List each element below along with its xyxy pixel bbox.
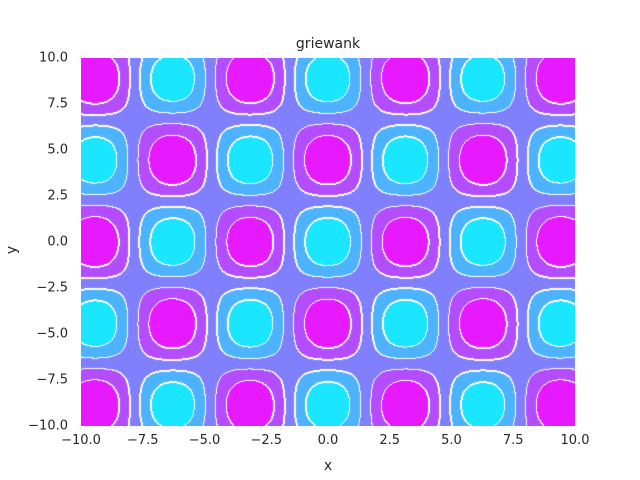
x-tick-label: 0.0	[317, 433, 339, 448]
y-tick-label: 0.0	[47, 234, 68, 250]
y-axis-label: y	[4, 245, 21, 255]
x-tick-label: −5.0	[188, 433, 221, 448]
chart-title: griewank	[295, 36, 361, 52]
y-tick-label: −5.0	[36, 326, 68, 342]
y-tick-label: 5.0	[47, 142, 68, 158]
contour-plot-area	[81, 58, 575, 426]
x-tick-label: −7.5	[126, 433, 159, 448]
x-tick-label: 7.5	[502, 433, 524, 448]
x-tick-label: −10.0	[61, 433, 101, 448]
y-tick-label: −10.0	[28, 418, 68, 434]
x-tick-label: 5.0	[441, 433, 462, 448]
x-axis-label: x	[323, 458, 333, 474]
y-tick-label: −2.5	[36, 280, 68, 296]
x-tick-label: −2.5	[250, 433, 283, 448]
y-tick-label: 2.5	[47, 188, 68, 204]
x-tick-label: 2.5	[379, 433, 401, 448]
y-tick-label: −7.5	[36, 372, 68, 388]
x-tick-label: 10.0	[560, 433, 590, 448]
y-tick-label: 7.5	[47, 96, 68, 112]
y-tick-label: 10.0	[39, 50, 68, 66]
